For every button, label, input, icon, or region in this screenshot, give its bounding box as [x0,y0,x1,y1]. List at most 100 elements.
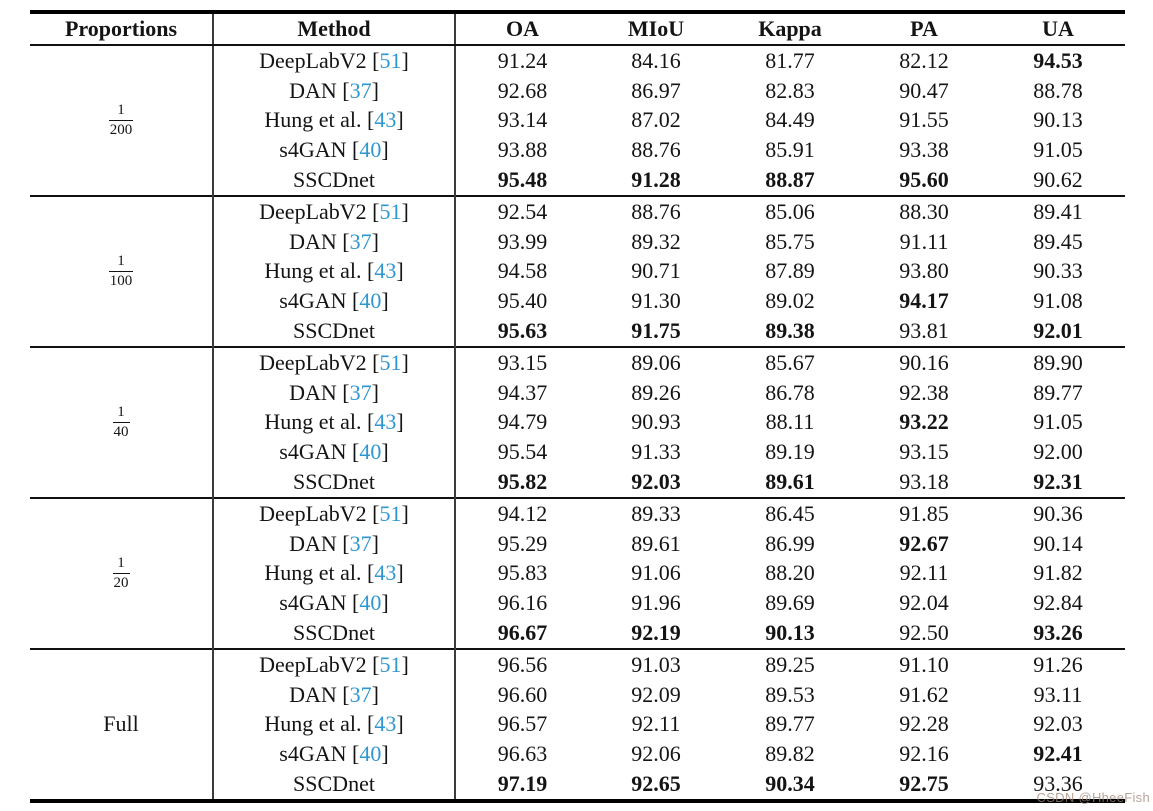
value-kappa: 89.02 [765,288,815,314]
citation-number[interactable]: 40 [359,439,382,465]
citation-number[interactable]: 37 [349,77,372,103]
value-oa: 95.82 [497,469,548,495]
citation-number[interactable]: 43 [374,258,397,284]
citation: [40] [346,590,389,616]
value-pa: 92.67 [899,530,949,556]
value-pa: 82.12 [899,47,949,73]
citation-number[interactable]: 37 [349,681,372,707]
citation: [43] [361,107,404,133]
table-row: SSCDnet 95.82 92.03 89.61 93.18 92.31 [30,467,1125,498]
method-cell: SSCDnet [213,769,456,801]
value-ua: 90.33 [1033,258,1083,284]
value-oa: 93.14 [497,107,548,133]
citation-number[interactable]: 40 [359,288,382,314]
value-oa: 96.56 [455,647,589,680]
citation-number[interactable]: 37 [349,379,372,405]
citation-number[interactable]: 51 [379,349,402,375]
method-name: SSCDnet [293,620,375,646]
value-kappa: 87.89 [765,258,815,284]
method-name: Hung et al. [264,560,362,586]
value-ua: 92.00 [1033,439,1083,465]
citation: [51] [366,651,409,677]
value-miou: 92.65 [631,771,681,797]
value-miou: 92.03 [631,469,681,495]
method-name: s4GAN [279,590,347,616]
proportion-fraction: 1 40 [112,404,130,441]
citation-number[interactable]: 40 [359,590,382,616]
citation: [40] [346,439,389,465]
citation: [37] [336,681,379,707]
col-header-oa: OA [455,12,589,46]
citation-number[interactable]: 43 [374,107,397,133]
col-header-miou: MIoU [589,12,723,46]
method-name: DAN [289,379,337,405]
col-header-kappa: Kappa [723,12,857,46]
value-ua: 92.01 [1033,318,1083,344]
citation-number[interactable]: 51 [379,500,402,526]
citation: [51] [366,198,409,224]
value-oa: 92.54 [455,194,589,227]
method-cell: DeepLabV2 [51] [213,647,456,680]
value-oa: 93.15 [455,345,589,378]
table-row: Hung et al. [43] 94.58 90.71 87.89 93.80… [30,256,1125,287]
method-name: s4GAN [279,439,347,465]
proportion-cell: 1 200 [30,45,214,196]
method-cell: s4GAN [40] [213,437,456,468]
value-kappa: 85.06 [723,194,857,227]
value-oa: 95.29 [497,530,548,556]
value-oa: 92.68 [497,77,548,103]
value-oa: 94.58 [497,258,548,284]
value-kappa: 88.20 [765,560,815,586]
table-row: DAN [37] 93.99 89.32 85.75 91.11 89.45 [30,226,1125,257]
citation-number[interactable]: 43 [374,711,397,737]
method-cell: DeepLabV2 [51] [213,45,456,76]
value-ua: 90.14 [1033,530,1083,556]
method-cell: DeepLabV2 [51] [213,194,456,227]
citation-number[interactable]: 51 [379,651,402,677]
col-header-ua: UA [991,12,1125,46]
table-row: s4GAN [40] 95.40 91.30 89.02 94.17 91.08 [30,286,1125,317]
citation-number[interactable]: 51 [379,198,402,224]
method-name: DeepLabV2 [259,651,367,677]
value-oa: 95.63 [497,318,548,344]
citation-number[interactable]: 40 [359,741,382,767]
value-kappa: 88.11 [765,409,815,435]
citation: [37] [336,530,379,556]
citation-number[interactable]: 51 [379,47,402,73]
method-cell: Hung et al. [43] [213,709,456,740]
value-pa: 92.28 [899,711,949,737]
value-oa: 94.37 [497,379,548,405]
value-pa: 91.62 [899,681,949,707]
value-kappa: 86.45 [723,496,857,529]
value-oa: 94.12 [455,496,589,529]
value-oa: 96.63 [497,741,548,767]
citation-number[interactable]: 43 [374,560,397,586]
value-pa: 92.75 [899,771,949,797]
value-pa: 92.04 [899,590,949,616]
proportion-cell: 1 100 [30,194,214,347]
value-miou: 91.96 [631,590,681,616]
value-pa: 88.30 [857,194,991,227]
citation-number[interactable]: 37 [349,530,372,556]
value-oa: 96.16 [497,590,548,616]
citation-number[interactable]: 37 [349,228,372,254]
value-ua: 89.41 [991,194,1125,227]
value-ua: 91.05 [1033,137,1083,163]
value-ua: 91.26 [991,647,1125,680]
method-cell: SSCDnet [213,618,456,649]
value-oa: 93.88 [497,137,548,163]
citation-number[interactable]: 40 [359,137,382,163]
col-header-method: Method [213,12,456,46]
table-row: SSCDnet 97.19 92.65 90.34 92.75 93.36 [30,769,1125,801]
method-name: DAN [289,77,337,103]
value-kappa: 89.82 [765,741,815,767]
value-ua: 92.31 [1033,469,1083,495]
citation-number[interactable]: 43 [374,409,397,435]
citation: [37] [336,77,379,103]
value-kappa: 89.61 [765,469,815,495]
value-kappa: 84.49 [765,107,815,133]
value-miou: 90.71 [631,258,681,284]
value-ua: 93.11 [1033,681,1083,707]
citation: [37] [336,379,379,405]
method-name: DAN [289,530,337,556]
